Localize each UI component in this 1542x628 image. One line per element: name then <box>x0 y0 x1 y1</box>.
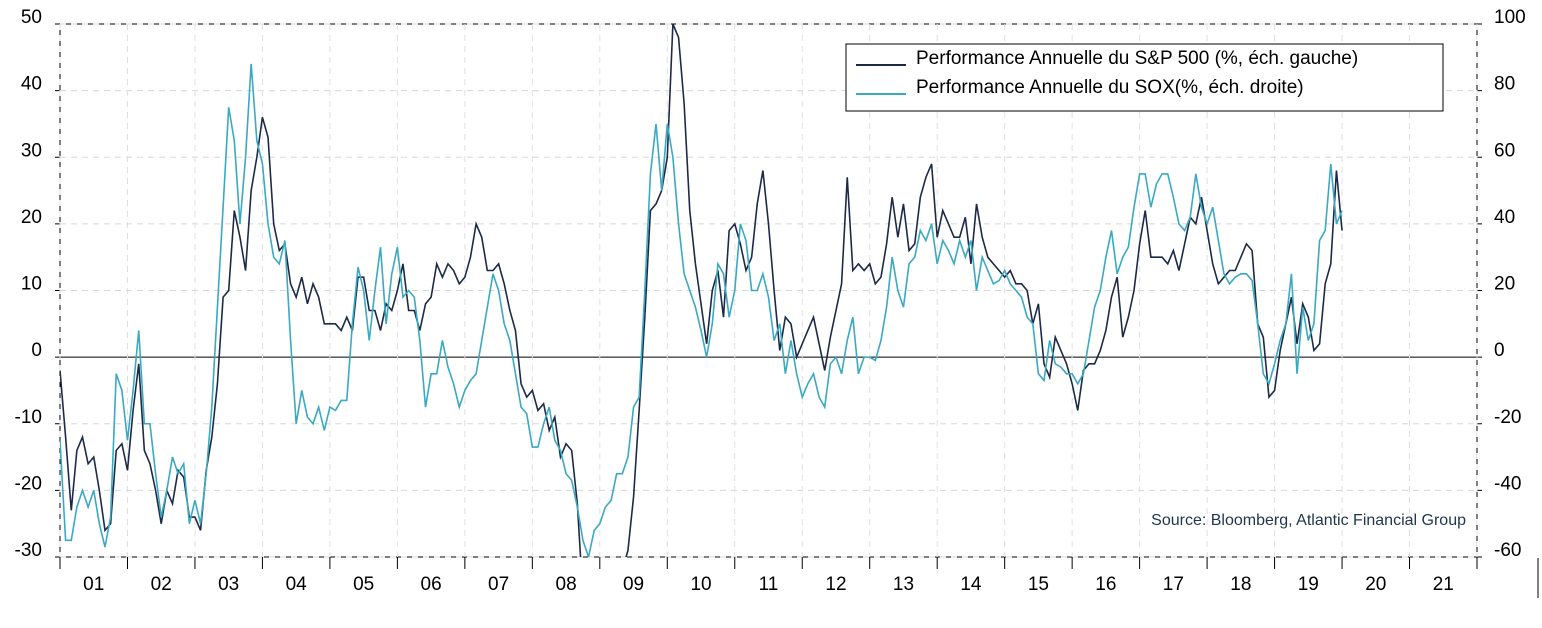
series-line <box>60 63 1343 557</box>
y-tick-label: 40 <box>21 74 42 95</box>
x-tick-label: 08 <box>556 574 577 595</box>
legend-label: Performance Annuelle du SOX(%, éch. droi… <box>916 77 1304 98</box>
x-tick-label: 13 <box>893 574 914 595</box>
y2-tick-label: 100 <box>1494 7 1526 28</box>
x-tick-label: 19 <box>1298 574 1319 595</box>
source-note: Source: Bloomberg, Atlantic Financial Gr… <box>1151 512 1466 529</box>
lines <box>60 24 1343 557</box>
x-tick-label: 04 <box>286 574 308 595</box>
y2-tick-label: 0 <box>1494 340 1505 361</box>
y2-tick-label: -60 <box>1494 540 1521 561</box>
y-tick-label: 20 <box>21 207 42 228</box>
y2-tick-label: 40 <box>1494 207 1515 228</box>
x-tick-label: 12 <box>825 574 846 595</box>
x-tick-label: 03 <box>218 574 239 595</box>
x-tick-label: 07 <box>488 574 509 595</box>
y2-tick-label: -40 <box>1494 473 1521 494</box>
y2-tick-label: 20 <box>1494 274 1515 295</box>
x-tick-label: 20 <box>1365 574 1386 595</box>
x-tick-label: 14 <box>960 574 982 595</box>
x-tick-label: 16 <box>1095 574 1116 595</box>
x-tick-label: 05 <box>353 574 374 595</box>
y-tick-label: -10 <box>15 407 42 428</box>
y2-tick-label: -20 <box>1494 407 1521 428</box>
y-tick-label: 30 <box>21 140 42 161</box>
y-tick-label: -30 <box>15 540 42 561</box>
series-line <box>60 24 1343 557</box>
y2-tick-label: 60 <box>1494 140 1515 161</box>
x-tick-label: 02 <box>151 574 172 595</box>
labels: -30-20-1001020304050-60-40-2002040608010… <box>15 7 1526 595</box>
x-tick-label: 01 <box>83 574 104 595</box>
legend-box <box>845 43 1444 112</box>
y-tick-label: -20 <box>15 473 42 494</box>
y-tick-label: 0 <box>31 340 42 361</box>
y2-tick-label: 80 <box>1494 74 1515 95</box>
x-tick-label: 17 <box>1163 574 1184 595</box>
legend-label: Performance Annuelle du S&P 500 (%, éch.… <box>916 48 1358 69</box>
x-tick-label: 06 <box>421 574 442 595</box>
x-tick-label: 11 <box>759 574 779 595</box>
x-tick-label: 09 <box>623 574 644 595</box>
x-tick-label: 15 <box>1028 574 1049 595</box>
y-tick-label: 50 <box>21 7 42 28</box>
y-tick-label: 10 <box>21 274 42 295</box>
x-tick-label: 10 <box>690 574 711 595</box>
x-tick-label: 18 <box>1230 574 1251 595</box>
x-tick-label: 21 <box>1433 574 1454 595</box>
